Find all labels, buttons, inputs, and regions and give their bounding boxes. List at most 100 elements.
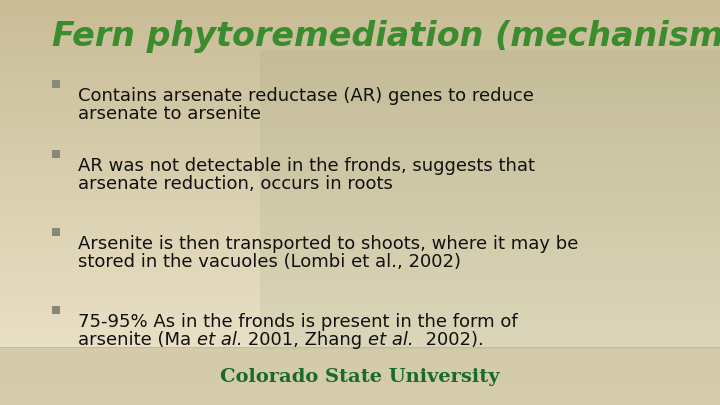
Text: 2002).: 2002). <box>414 331 484 349</box>
Bar <box>0 146 720 152</box>
Bar <box>0 126 720 132</box>
Bar <box>0 176 720 182</box>
Bar <box>0 358 720 364</box>
Bar <box>0 394 720 400</box>
Bar <box>0 70 720 76</box>
Bar <box>0 277 720 284</box>
Bar <box>0 0 720 5</box>
Bar <box>0 262 720 269</box>
Bar <box>0 207 720 213</box>
Bar <box>0 273 720 279</box>
Bar <box>0 303 720 309</box>
Bar <box>0 4 720 10</box>
Text: Fern phytoremediation (mechanism): Fern phytoremediation (mechanism) <box>52 20 720 53</box>
Bar <box>0 24 720 30</box>
Bar <box>0 192 720 198</box>
Bar <box>0 364 720 369</box>
Bar <box>0 30 720 36</box>
Bar <box>0 105 720 111</box>
Bar <box>0 131 720 137</box>
Bar <box>0 202 720 207</box>
Bar <box>0 9 720 15</box>
Bar <box>0 343 720 349</box>
Bar <box>0 60 720 66</box>
Bar <box>0 227 720 233</box>
Bar <box>0 232 720 238</box>
Bar <box>0 237 720 243</box>
Bar <box>0 212 720 218</box>
Bar <box>0 328 720 334</box>
Bar <box>0 55 720 61</box>
Bar <box>0 50 720 56</box>
Bar <box>0 141 720 147</box>
Bar <box>52 150 60 158</box>
Bar <box>0 222 720 228</box>
Bar <box>0 323 720 329</box>
Bar <box>260 50 720 350</box>
Bar <box>0 34 720 41</box>
Bar <box>0 369 720 375</box>
Bar <box>0 308 720 314</box>
Bar <box>0 100 720 107</box>
Bar <box>0 399 720 405</box>
Text: 75-95% As in the fronds is present in the form of: 75-95% As in the fronds is present in th… <box>78 313 518 331</box>
Bar <box>0 45 720 51</box>
Bar <box>0 156 720 162</box>
Bar <box>0 40 720 46</box>
Bar <box>0 80 720 86</box>
Bar <box>0 14 720 20</box>
Text: Colorado State University: Colorado State University <box>220 368 500 386</box>
Bar <box>0 111 720 117</box>
Bar <box>0 288 720 294</box>
Bar <box>0 242 720 248</box>
Bar <box>0 257 720 263</box>
Bar <box>0 379 720 385</box>
Bar <box>0 384 720 390</box>
Text: et al.: et al. <box>197 331 243 349</box>
Bar <box>52 80 60 88</box>
Bar <box>0 171 720 177</box>
Bar <box>0 374 720 380</box>
Text: 2001, Zhang: 2001, Zhang <box>243 331 369 349</box>
Bar <box>0 389 720 395</box>
Text: et al.: et al. <box>369 331 414 349</box>
Bar <box>0 166 720 172</box>
Text: Arsenite is then transported to shoots, where it may be: Arsenite is then transported to shoots, … <box>78 235 578 253</box>
Bar <box>0 338 720 344</box>
Bar <box>0 161 720 167</box>
Bar <box>0 65 720 71</box>
Bar <box>0 136 720 142</box>
Bar <box>0 19 720 25</box>
Text: AR was not detectable in the fronds, suggests that: AR was not detectable in the fronds, sug… <box>78 157 535 175</box>
Text: stored in the vacuoles (Lombi et al., 2002): stored in the vacuoles (Lombi et al., 20… <box>78 253 461 271</box>
Text: arsenite (Ma: arsenite (Ma <box>78 331 197 349</box>
Bar <box>0 95 720 101</box>
Bar <box>0 151 720 157</box>
Bar <box>0 90 720 96</box>
Bar <box>0 75 720 81</box>
Text: arsenate reduction, occurs in roots: arsenate reduction, occurs in roots <box>78 175 393 193</box>
Bar <box>0 85 720 91</box>
Bar <box>52 228 60 236</box>
Bar <box>0 348 720 354</box>
Bar <box>0 318 720 324</box>
Bar <box>0 293 720 299</box>
Bar <box>0 267 720 273</box>
Bar <box>0 252 720 258</box>
Bar <box>0 217 720 223</box>
Bar <box>0 283 720 288</box>
Bar <box>52 306 60 314</box>
Bar <box>0 121 720 126</box>
Bar <box>0 347 720 405</box>
Bar <box>0 333 720 339</box>
Bar <box>0 313 720 319</box>
Bar <box>0 298 720 304</box>
Bar <box>0 354 720 360</box>
Text: arsenate to arsenite: arsenate to arsenite <box>78 105 261 123</box>
Bar <box>0 247 720 253</box>
Text: Contains arsenate reductase (AR) genes to reduce: Contains arsenate reductase (AR) genes t… <box>78 87 534 105</box>
Bar <box>0 196 720 202</box>
Bar <box>0 115 720 122</box>
Bar <box>0 181 720 187</box>
Bar <box>0 186 720 192</box>
